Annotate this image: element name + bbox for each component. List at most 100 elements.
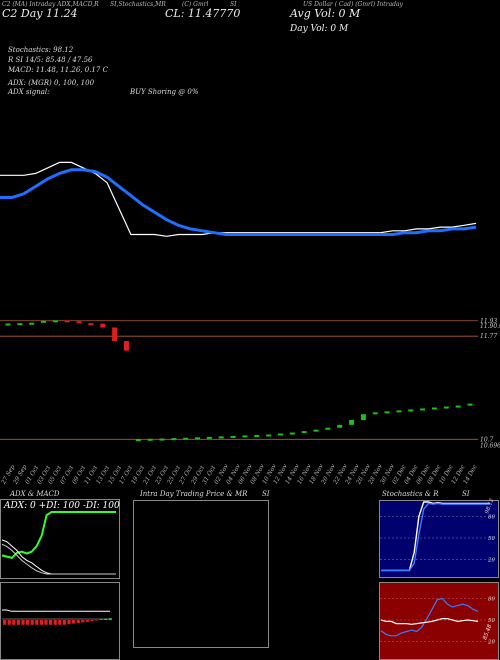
header-indicators: C2 (MA) Intraday ADX,MACD,R — [2, 1, 99, 8]
stoch-tick-label: 80 — [488, 514, 495, 520]
rsi-tick-label: 20 — [487, 640, 495, 646]
adx-signal-label: ADX signal: — [8, 88, 50, 96]
candle — [159, 438, 165, 441]
rsi-readout: R SI 14/5: 85.48 / 47.56 — [8, 56, 93, 64]
macd-histogram-bar — [26, 620, 30, 625]
macd-histogram-bar — [95, 620, 99, 621]
candle — [123, 341, 129, 351]
candle — [29, 322, 35, 325]
candle — [171, 438, 177, 441]
header-close-sym: SI — [230, 1, 237, 8]
macd-histogram-bar — [62, 620, 66, 625]
macd-histogram-bar — [3, 620, 7, 625]
candle — [420, 408, 426, 411]
adx-panel-label: ADX: 0 +DI: 100 -DI: 100 — [4, 501, 120, 511]
macd-histogram-bar — [49, 620, 53, 625]
candle — [313, 429, 319, 432]
candle — [408, 409, 414, 412]
intraday-panel-title: Intra Day Trading Price & MR — [140, 490, 248, 498]
candle — [372, 412, 378, 415]
candle — [218, 436, 224, 439]
macd-histogram-bar — [58, 620, 62, 625]
candle — [147, 438, 153, 441]
rsi-tick-label: 50 — [488, 618, 495, 624]
candle — [431, 407, 437, 410]
stoch-tick-label: 50 — [488, 536, 495, 542]
macd-histogram-bar — [67, 620, 71, 625]
header-avg-vol: Avg Vol: 0 M — [290, 7, 361, 20]
adx-readout: ADX: (MGR) 0, 100, 100 — [8, 79, 95, 87]
price-axis-label: 11.93 — [480, 318, 497, 325]
candle — [17, 323, 23, 326]
macd-histogram-bar — [44, 620, 48, 625]
macd-histogram-bar — [30, 620, 34, 625]
candle — [5, 323, 11, 326]
candle — [443, 406, 449, 409]
candle — [112, 327, 118, 342]
macd-histogram-bar — [90, 620, 94, 622]
candle — [384, 411, 390, 414]
rsi-tick-label: 80 — [488, 596, 495, 602]
rsi-line — [380, 597, 479, 637]
stochastics-readout: Stochastics: 98.12 — [8, 46, 74, 54]
candle — [396, 410, 402, 413]
candle — [230, 435, 236, 438]
candle — [467, 403, 473, 406]
header-day-vol: Day Vol: 0 M — [290, 24, 349, 34]
macd-histogram-bar — [76, 620, 80, 623]
price-line — [0, 161, 477, 237]
price-axis-label: 11.90.055 — [480, 323, 500, 330]
macd-readout: MACD: 11.48, 11.26, 0.17 C — [8, 66, 108, 74]
candle — [254, 434, 260, 437]
candle — [195, 437, 201, 440]
candle — [266, 434, 272, 437]
candle — [52, 320, 58, 323]
candle — [100, 323, 106, 328]
macd-histogram-bar — [12, 620, 16, 625]
header-day: C2 Day 11.24 — [2, 7, 78, 20]
candle — [455, 405, 461, 408]
intraday-panel — [133, 500, 269, 648]
macd-histogram-bar — [104, 618, 108, 620]
rsi-value-label: 85.48 — [482, 623, 493, 640]
candle — [76, 321, 82, 324]
macd-histogram-bar — [81, 620, 85, 623]
stoch-line — [381, 501, 490, 572]
macd-histogram-bar — [108, 618, 112, 620]
adx-signal-value: BUY Shoring @ 0% — [130, 88, 199, 96]
candle — [64, 320, 70, 323]
moving-average-line — [0, 168, 477, 236]
candle — [349, 420, 355, 425]
stochastics-panel-suffix: SI — [462, 490, 470, 498]
candle — [289, 432, 295, 435]
header-oscillators: SI,Stochastics,MR — [110, 1, 166, 8]
macd-histogram-bar — [53, 620, 57, 625]
candle — [88, 323, 94, 326]
macd-histogram-bar — [39, 620, 43, 625]
candle — [277, 433, 283, 436]
price-axis-label: 10.7 — [480, 436, 494, 443]
candle — [135, 439, 141, 442]
candle — [206, 436, 212, 439]
intraday-panel-suffix: SI — [262, 490, 270, 498]
rsi-line — [380, 618, 479, 625]
price-axis-label: 10.69656 — [480, 443, 500, 450]
candle — [325, 427, 331, 430]
adx-line — [1, 543, 116, 575]
stochastics-panel-title: Stochastics & R — [382, 490, 439, 498]
price-axis-label: 11.77 — [480, 333, 497, 340]
candle — [41, 320, 47, 323]
rsi-panel — [379, 582, 499, 660]
adx-panel-title: ADX & MACD — [10, 490, 60, 498]
candle — [360, 414, 366, 421]
macd-histogram-bar — [72, 620, 76, 624]
macd-histogram-bar — [21, 620, 25, 625]
stoch-tick-label: 20 — [487, 558, 495, 564]
macd-histogram-bar — [7, 620, 11, 625]
candle — [337, 424, 343, 428]
macd-histogram-bar — [35, 620, 39, 625]
header-close-tag: (C) Gmrl — [182, 1, 209, 8]
header-close-value: CL: 11.47770 — [165, 7, 241, 20]
